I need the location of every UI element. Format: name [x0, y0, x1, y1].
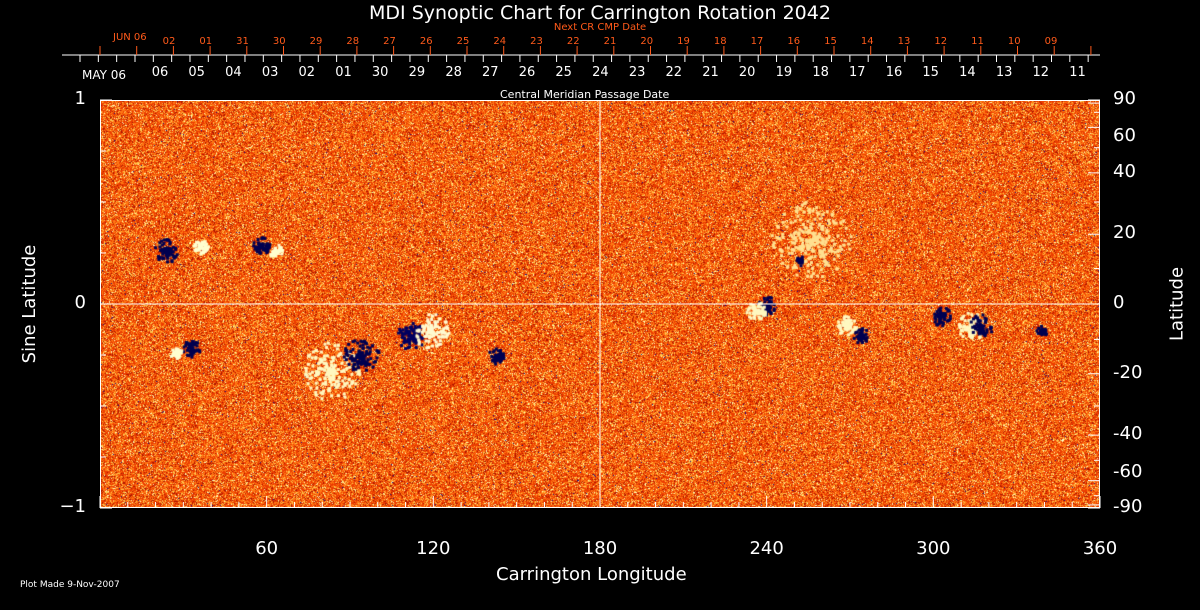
top-tick-label: 19: [775, 65, 793, 80]
next-cr-tick-label: 26: [419, 36, 433, 47]
y2-tick-label: 60: [1113, 125, 1136, 147]
y2-tick-label: 0: [1113, 292, 1125, 313]
top-tick-label: 23: [628, 65, 646, 80]
y2-axis-label: Latitude: [1166, 266, 1188, 342]
next-cr-tick-label: 18: [713, 36, 727, 47]
next-cr-tick-label: 15: [824, 36, 837, 47]
top-tick-label: 01: [335, 65, 352, 80]
top-tick-label: 12: [1032, 65, 1050, 80]
x-tick-label: 60: [255, 538, 279, 559]
next-cr-tick-label: 31: [236, 36, 249, 47]
top-tick-label: 14: [959, 65, 976, 80]
top-tick-label: 15: [922, 65, 939, 80]
next-cr-tick-label: 29: [309, 36, 323, 47]
next-cr-tick-label: 20: [640, 36, 654, 47]
top-tick-label: 20: [738, 65, 756, 80]
next-cr-tick-label: 22: [566, 36, 580, 47]
x-tick-label: 360: [1082, 538, 1118, 559]
next-cr-tick-label: 27: [383, 36, 396, 47]
top-tick-label: 25: [555, 65, 572, 80]
next-cr-tick-label: 14: [860, 36, 874, 47]
next-cr-tick-label: 01: [199, 36, 213, 47]
y2-tick-label: -20: [1113, 361, 1143, 383]
next-cr-tick-label: 24: [493, 36, 507, 47]
footer-plot-made: Plot Made 9-Nov-2007: [20, 580, 120, 590]
y-tick-label: −1: [59, 496, 86, 517]
top-tick-label: 24: [592, 65, 609, 80]
next-cr-tick-label: 30: [272, 36, 286, 47]
x-tick-label: 300: [916, 538, 951, 559]
y-tick-label: 1: [74, 88, 86, 109]
y-tick-label: 0: [74, 292, 86, 313]
top-tick-label: 04: [225, 65, 242, 80]
next-cr-axis-label: Next CR CMP Date: [553, 22, 647, 33]
top-tick-label: 13: [995, 65, 1013, 80]
next-cr-tick-label: 13: [897, 36, 911, 47]
top-tick-label: 02: [298, 65, 316, 80]
next-cr-tick-label: 10: [1007, 36, 1021, 47]
next-cr-tick-label: 21: [603, 36, 617, 47]
next-cr-tick-label: 16: [787, 36, 801, 47]
x-tick-label: 240: [749, 538, 784, 559]
top-tick-label: 16: [885, 65, 903, 80]
top-tick-label: 28: [445, 65, 462, 80]
jun-label: JUN 06: [113, 32, 147, 43]
next-cr-tick-label: 17: [750, 36, 764, 47]
top-tick-label: 05: [188, 65, 205, 80]
next-cr-tick-label: 02: [162, 36, 176, 47]
y2-tick-label: 90: [1113, 88, 1136, 109]
top-tick-label: 06: [151, 65, 169, 80]
y-axis-label: Sine Latitude: [18, 244, 40, 364]
top-tick-label: 22: [665, 65, 683, 80]
top-tick-label: 26: [518, 65, 536, 80]
y2-tick-label: -90: [1113, 496, 1143, 517]
y2-tick-label: 40: [1113, 160, 1136, 182]
next-cr-tick-label: 23: [530, 36, 543, 47]
next-cr-tick-label: 11: [971, 36, 984, 47]
next-cr-tick-label: 12: [934, 36, 948, 47]
top-tick-label: 29: [408, 65, 426, 80]
top-tick-label: 11: [1069, 65, 1086, 80]
top-tick-label: 27: [482, 65, 499, 80]
x-axis-label: Carrington Longitude: [496, 564, 687, 585]
y2-tick-label: 20: [1113, 222, 1136, 244]
may-label: MAY 06: [82, 68, 127, 82]
chart-title: MDI Synoptic Chart for Carrington Rotati…: [369, 2, 831, 24]
next-cr-tick-label: 19: [677, 36, 690, 47]
y2-tick-label: -60: [1113, 460, 1143, 482]
top-tick-label: 21: [702, 65, 719, 80]
next-cr-tick-label: 28: [346, 36, 360, 47]
top-tick-label: 30: [371, 65, 389, 80]
x-tick-label: 120: [416, 538, 451, 559]
top-tick-label: 18: [812, 65, 829, 80]
cmp-axis-label: Central Meridian Passage Date: [500, 88, 670, 101]
y2-tick-label: -40: [1113, 423, 1143, 445]
next-cr-tick-label: 09: [1044, 36, 1058, 47]
top-tick-label: 17: [849, 65, 866, 80]
x-tick-label: 180: [582, 538, 618, 559]
top-tick-label: 03: [261, 65, 279, 80]
next-cr-tick-label: 25: [456, 36, 470, 47]
